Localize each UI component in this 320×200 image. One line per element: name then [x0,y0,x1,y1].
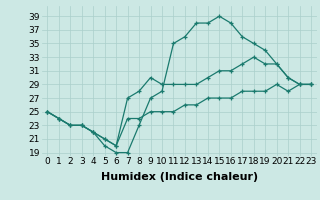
X-axis label: Humidex (Indice chaleur): Humidex (Indice chaleur) [100,172,258,182]
